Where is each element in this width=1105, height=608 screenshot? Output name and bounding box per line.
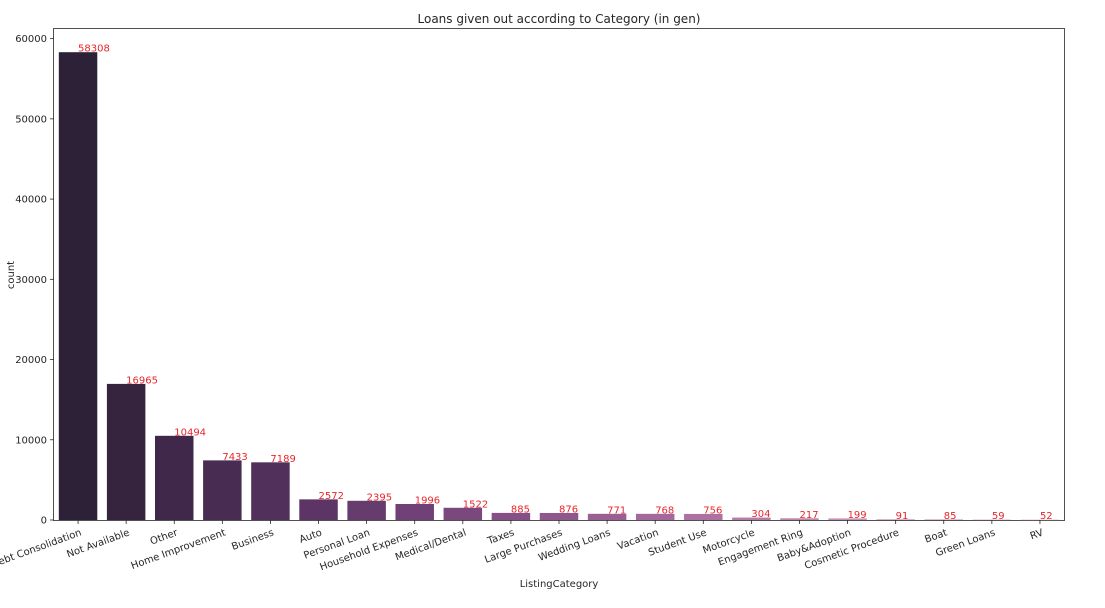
bar <box>251 462 290 520</box>
bar <box>924 519 963 520</box>
y-tick-label: 50000 <box>15 114 47 125</box>
data-label: 1996 <box>415 495 440 506</box>
bar <box>443 507 483 520</box>
bar <box>155 435 194 520</box>
bar <box>732 517 771 520</box>
bar <box>58 52 98 520</box>
bar <box>587 513 627 520</box>
bar <box>106 383 146 520</box>
data-label: 91 <box>896 511 909 522</box>
data-label: 217 <box>799 510 818 521</box>
x-tick-label: Boat <box>923 527 948 545</box>
bar <box>635 513 675 520</box>
data-label: 2572 <box>319 491 344 502</box>
data-label: 16965 <box>126 375 158 386</box>
bar <box>395 503 434 520</box>
bar <box>203 460 242 520</box>
bar <box>780 518 819 520</box>
data-label: 7433 <box>222 452 247 463</box>
data-label: 199 <box>848 510 867 521</box>
data-label: 876 <box>559 504 578 515</box>
x-tick-label: Home Improvement <box>130 527 228 572</box>
data-label: 768 <box>655 505 674 516</box>
x-axis-label: ListingCategory <box>520 579 599 590</box>
bars-group <box>58 52 1060 521</box>
data-label: 85 <box>944 511 957 522</box>
bar <box>347 500 386 520</box>
data-label: 1522 <box>463 499 488 510</box>
y-axis: 0 10000 20000 30000 40000 50000 60000 <box>15 34 54 527</box>
bar <box>684 513 723 520</box>
bar <box>876 519 915 520</box>
x-tick-label: Business <box>230 527 275 552</box>
plot-area <box>53 28 1065 521</box>
data-label: 10494 <box>174 427 206 438</box>
y-tick-label: 40000 <box>15 195 47 206</box>
data-label: 304 <box>751 509 770 520</box>
data-label: 885 <box>511 504 530 515</box>
data-labels-group: 58308 16965 10494 7433 7189 2572 2395 1996 1522 8… <box>78 44 1053 522</box>
data-label: 59 <box>992 511 1005 522</box>
y-tick-label: 0 <box>41 516 47 527</box>
bar <box>491 512 531 520</box>
x-tick-label: RV <box>1029 527 1045 542</box>
bar <box>972 519 1012 521</box>
data-label: 2395 <box>367 492 392 503</box>
bar <box>299 499 338 520</box>
data-label: 52 <box>1040 511 1053 522</box>
data-label: 7189 <box>270 454 295 465</box>
y-tick-label: 20000 <box>15 355 47 366</box>
y-tick-label: 30000 <box>15 275 47 286</box>
data-label: 756 <box>703 505 722 516</box>
chart-title: Loans given out according to Category (i… <box>418 12 701 26</box>
bar <box>828 518 867 520</box>
data-label: 58308 <box>78 44 110 55</box>
y-tick-label: 60000 <box>15 34 47 45</box>
bar <box>1020 519 1060 521</box>
y-axis-label: count <box>6 261 17 289</box>
y-tick-label: 10000 <box>15 435 47 446</box>
x-tick-label: Auto <box>298 527 324 545</box>
data-label: 771 <box>607 505 626 516</box>
bar <box>539 512 579 520</box>
